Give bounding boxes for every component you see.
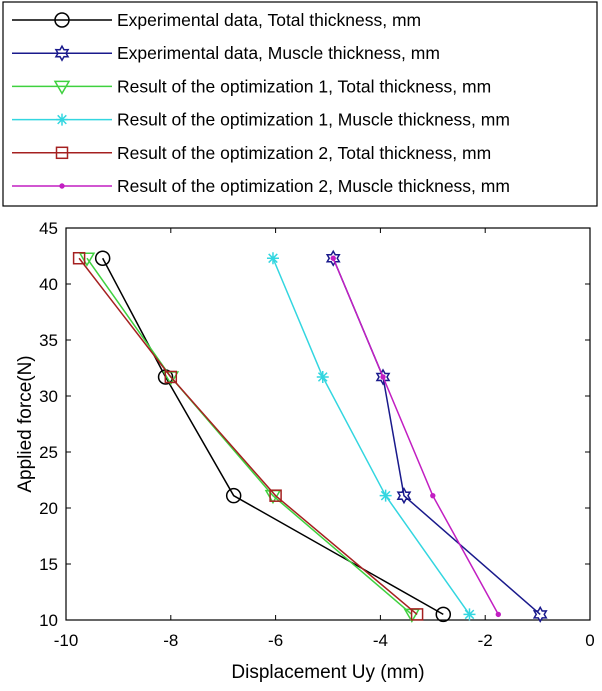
legend-label: Result of the optimization 2, Total thic… (117, 143, 491, 163)
x-axis: -10 -8 -6 -4 -2 0 (54, 228, 595, 650)
y-tick-label: 10 (39, 611, 58, 630)
legend-marker (55, 146, 69, 160)
y-tick-label: 30 (39, 387, 58, 406)
data-point (78, 252, 96, 267)
data-point (430, 492, 436, 499)
data-point (380, 374, 386, 380)
y-tick-label: 45 (39, 219, 58, 238)
series-4 (266, 252, 476, 621)
data-point (379, 489, 392, 502)
y-axis-title: Applied force(N) (15, 355, 36, 492)
legend-label: Result of the optimization 1, Total thic… (117, 76, 491, 96)
data-point (410, 608, 424, 621)
legend-item: Result of the optimization 1, Total thic… (12, 76, 491, 96)
plot-area (65, 227, 591, 621)
series-6 (330, 255, 501, 618)
data-point (330, 255, 336, 261)
data-point (72, 251, 86, 265)
legend: Experimental data, Total thickness, mm Ex… (2, 1, 598, 207)
x-axis-title: Displacement Uy (mm) (231, 662, 424, 683)
data-point (463, 608, 476, 621)
data-point (435, 606, 452, 623)
series-line (102, 257, 444, 616)
x-tick-label: -4 (373, 631, 388, 650)
legend-label: Experimental data, Muscle thickness, mm (117, 43, 440, 63)
data-point (532, 605, 548, 623)
x-tick-label: 0 (585, 631, 594, 650)
series-line (86, 257, 413, 615)
legend-item: Experimental data, Muscle thickness, mm (12, 43, 440, 63)
x-tick-label: -6 (268, 631, 283, 650)
series-line (332, 257, 499, 615)
series-5 (72, 251, 424, 621)
legend-marker (54, 44, 70, 62)
x-tick-label: -8 (163, 631, 178, 650)
data-point (164, 370, 178, 384)
y-tick-label: 35 (39, 331, 58, 350)
legend-item: Result of the optimization 2, Total thic… (12, 143, 491, 163)
series-layer (72, 249, 548, 623)
y-tick-label: 40 (39, 275, 58, 294)
y-tick-label: 20 (39, 499, 58, 518)
data-point (269, 489, 282, 502)
x-tick-label: -10 (54, 631, 79, 650)
legend-marker (53, 80, 71, 95)
y-tick-label: 15 (39, 555, 58, 574)
data-point (495, 611, 501, 618)
data-point (266, 252, 279, 265)
y-axis: 10 15 20 25 30 35 40 45 (39, 219, 590, 630)
series-line (272, 257, 471, 615)
legend-marker (54, 12, 70, 28)
data-point (375, 368, 391, 386)
legend-item: Experimental data, Total thickness, mm (12, 10, 421, 30)
legend-label: Result of the optimization 1, Muscle thi… (117, 110, 510, 130)
data-point (94, 250, 111, 266)
y-tick-label: 25 (39, 443, 58, 462)
x-tick-label: -2 (478, 631, 493, 650)
legend-marker (59, 183, 65, 189)
legend-item: Result of the optimization 1, Muscle thi… (12, 110, 510, 130)
data-point (396, 487, 412, 505)
series-line (78, 257, 418, 615)
legend-marker (56, 113, 68, 126)
data-point (316, 370, 329, 383)
legend-label: Experimental data, Total thickness, mm (117, 10, 421, 30)
legend-box (2, 1, 598, 207)
legend-label: Result of the optimization 2, Muscle thi… (117, 176, 510, 196)
data-point (225, 487, 242, 504)
data-point (325, 249, 341, 267)
legend-item: Result of the optimization 2, Muscle thi… (12, 176, 510, 196)
